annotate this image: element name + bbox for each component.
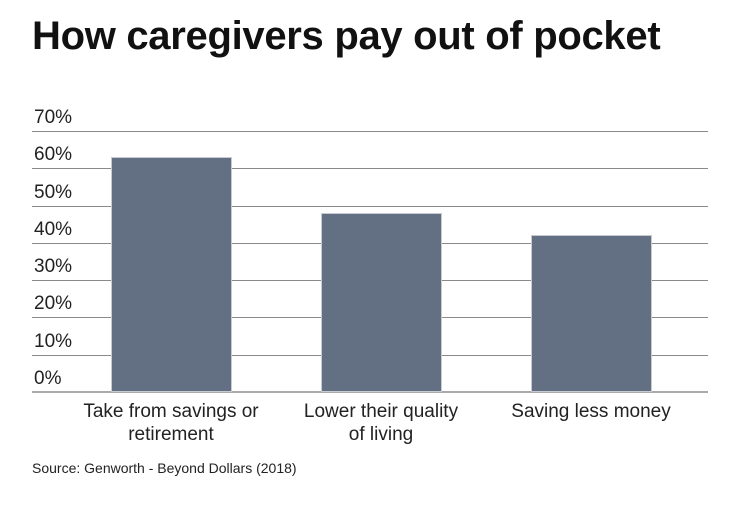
chart-title: How caregivers pay out of pocket xyxy=(32,14,661,58)
gridline-70 xyxy=(32,131,708,132)
x-label-saving-less: Saving less money xyxy=(511,401,671,422)
y-tick-label: 10% xyxy=(34,330,73,352)
x-label-savings: Take from savings or retirement xyxy=(83,401,259,445)
bar-0 xyxy=(111,157,232,392)
gridline-60 xyxy=(32,168,708,170)
gridline-50 xyxy=(32,205,708,207)
y-tick-label: 70% xyxy=(34,107,73,128)
source-note: Source: Genworth - Beyond Dollars (2018) xyxy=(32,460,297,476)
x-label-quality: Lower their quality of living xyxy=(303,401,459,445)
y-tick-label: 50% xyxy=(34,181,73,203)
bar-1 xyxy=(321,213,442,392)
bar-2 xyxy=(531,235,652,392)
y-tick-label: 0% xyxy=(34,368,62,389)
y-tick-label: 30% xyxy=(34,256,73,278)
gridline-0 xyxy=(32,391,708,393)
y-tick-label: 60% xyxy=(34,144,73,166)
y-tick-label: 40% xyxy=(34,218,73,240)
y-tick-label: 20% xyxy=(34,293,73,315)
